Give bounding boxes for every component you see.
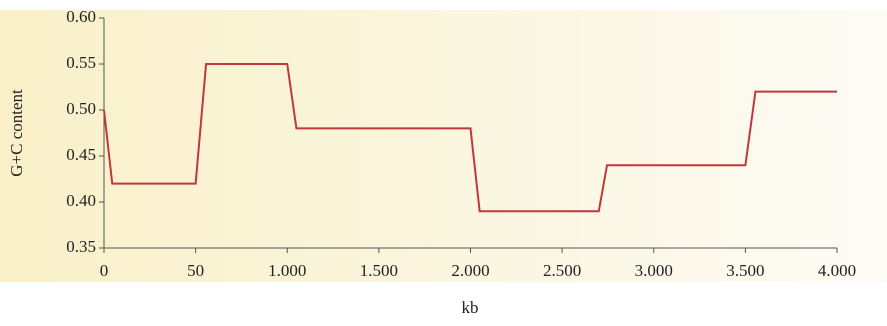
- y-tick-label: 0.50: [66, 99, 96, 118]
- x-tick-label: 2.000: [451, 261, 489, 280]
- x-tick-label: 1.000: [268, 261, 306, 280]
- x-tick-label: 1.500: [360, 261, 398, 280]
- y-axis-label: G+C content: [7, 89, 26, 177]
- plot-background: [0, 10, 887, 282]
- x-tick-label: 50: [187, 261, 204, 280]
- y-tick-label: 0.45: [66, 145, 96, 164]
- x-tick-label: 2.500: [543, 261, 581, 280]
- y-tick-label: 0.55: [66, 53, 96, 72]
- y-tick-label: 0.60: [66, 7, 96, 26]
- data-line: [103, 63, 837, 213]
- x-axis-label: kb: [462, 298, 479, 317]
- y-tick-label: 0.40: [66, 191, 96, 210]
- x-tick-label: 0: [100, 261, 109, 280]
- y-tick-label: 0.35: [66, 237, 96, 256]
- x-tick-label: 4.000: [818, 261, 856, 280]
- x-tick-label: 3.500: [726, 261, 764, 280]
- x-tick-label: 3.000: [635, 261, 673, 280]
